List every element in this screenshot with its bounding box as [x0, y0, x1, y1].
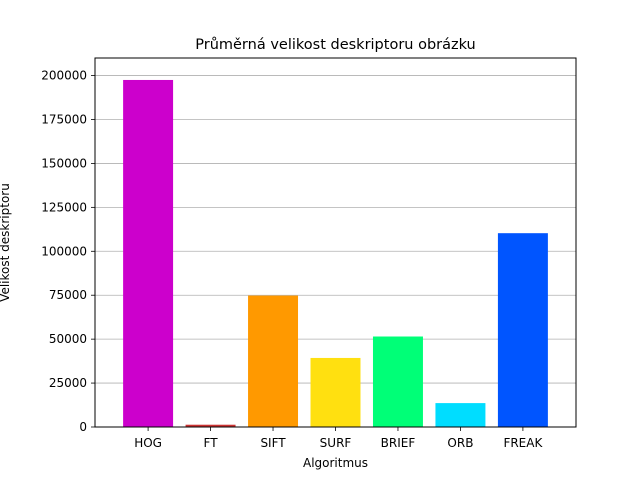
x-tick-label: FREAK — [503, 436, 543, 450]
y-tick-label: 175000 — [41, 113, 87, 127]
y-tick-label: 75000 — [49, 288, 87, 302]
x-tick-label: SIFT — [260, 436, 286, 450]
x-tick-label: SURF — [320, 436, 352, 450]
bar-sift — [248, 295, 299, 427]
bar-freak — [497, 233, 548, 427]
x-axis-ticks: HOG FT SIFT SURF BRIEF ORB FREAK — [134, 427, 543, 450]
bars — [123, 79, 548, 427]
y-tick-label: 150000 — [41, 156, 87, 170]
x-tick-label: BRIEF — [381, 436, 416, 450]
x-tick-label: HOG — [134, 436, 162, 450]
chart-title: Průměrná velikost deskriptoru obrázku — [195, 37, 476, 53]
y-tick-label: 25000 — [49, 376, 87, 390]
y-tick-label: 125000 — [41, 200, 87, 214]
y-axis-ticks: 0 25000 50000 75000 100000 125000 150000 175000… — [41, 69, 95, 434]
y-tick-label: 200000 — [41, 69, 87, 83]
grid-lines — [95, 75, 576, 428]
y-tick-label: 0 — [79, 420, 87, 434]
y-axis-label: Velikost deskriptoru — [0, 183, 12, 302]
bar-ft — [185, 424, 236, 427]
bar-orb — [435, 403, 486, 427]
x-tick-label: ORB — [447, 436, 473, 450]
y-tick-label: 50000 — [49, 332, 87, 346]
y-tick-label: 100000 — [41, 244, 87, 258]
x-tick-label: FT — [204, 436, 219, 450]
bar-brief — [372, 336, 423, 427]
bar-surf — [310, 357, 361, 427]
bar-hog — [123, 79, 174, 427]
x-axis-label: Algoritmus — [303, 456, 368, 470]
